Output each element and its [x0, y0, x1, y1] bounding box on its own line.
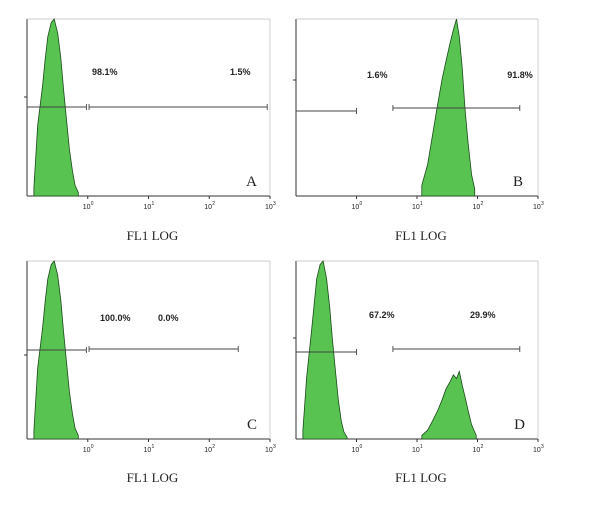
- x-tick-label-a-1: 10: [144, 204, 152, 211]
- x-tick-label-b-0: 10: [352, 204, 360, 211]
- x-tick-label-a-3: 10: [265, 204, 273, 211]
- gate-label-d-2: 29.9%: [470, 310, 496, 320]
- x-tick-label-c-1: 10: [144, 447, 152, 454]
- gate-label-b-1: 1.6%: [367, 70, 388, 80]
- x-tick-exp-c-2: 2: [212, 444, 215, 450]
- x-tick-exp-c-1: 1: [152, 444, 155, 450]
- panel-letter-c: C: [247, 417, 257, 433]
- panel-letter-a: A: [246, 174, 257, 190]
- panel-letter-b: B: [513, 174, 523, 190]
- x-tick-label-b-1: 10: [412, 204, 420, 211]
- x-tick-exp-c-0: 0: [91, 444, 94, 450]
- histogram-d-1: [302, 260, 348, 440]
- x-axis-label-a: FL1 LOG: [127, 228, 179, 243]
- histogram-d-2: [421, 370, 477, 440]
- x-tick-label-c-0: 10: [83, 447, 91, 454]
- x-tick-label-c-3: 10: [265, 447, 273, 454]
- x-tick-label-a-0: 10: [83, 204, 91, 211]
- histogram-b-1: [421, 18, 476, 197]
- x-tick-exp-c-3: 3: [273, 444, 276, 450]
- x-tick-label-b-2: 10: [473, 204, 481, 211]
- gate-label-d-1: 67.2%: [369, 310, 395, 320]
- x-tick-exp-d-1: 1: [420, 444, 423, 450]
- x-tick-label-d-1: 10: [412, 447, 420, 454]
- x-tick-label-d-2: 10: [473, 447, 481, 454]
- x-tick-label-d-0: 10: [352, 447, 360, 454]
- x-tick-exp-b-0: 0: [360, 201, 363, 207]
- x-tick-label-a-2: 10: [204, 204, 212, 211]
- x-tick-label-b-3: 10: [533, 204, 541, 211]
- gate-label-b-2: 91.8%: [507, 70, 533, 80]
- x-tick-exp-d-0: 0: [360, 444, 363, 450]
- x-axis-label-b: FL1 LOG: [395, 228, 447, 243]
- x-tick-exp-a-2: 2: [212, 201, 215, 207]
- x-tick-exp-a-1: 1: [152, 201, 155, 207]
- x-axis-label-d: FL1 LOG: [395, 470, 447, 485]
- x-tick-exp-d-3: 3: [541, 444, 544, 450]
- panel-letter-d: D: [514, 417, 525, 433]
- histogram-a-1: [33, 18, 79, 197]
- gate-label-c-1: 100.0%: [100, 313, 131, 323]
- x-tick-label-d-3: 10: [533, 447, 541, 454]
- x-tick-exp-d-2: 2: [481, 444, 484, 450]
- gate-label-a-1: 98.1%: [92, 67, 118, 77]
- x-tick-exp-a-0: 0: [91, 201, 94, 207]
- gate-label-c-2: 0.0%: [158, 313, 179, 323]
- x-tick-exp-b-1: 1: [420, 201, 423, 207]
- x-axis-label-c: FL1 LOG: [127, 470, 179, 485]
- x-tick-exp-b-3: 3: [541, 201, 544, 207]
- x-tick-exp-b-2: 2: [481, 201, 484, 207]
- x-tick-exp-a-3: 3: [273, 201, 276, 207]
- gate-label-a-2: 1.5%: [230, 67, 251, 77]
- x-tick-label-c-2: 10: [204, 447, 212, 454]
